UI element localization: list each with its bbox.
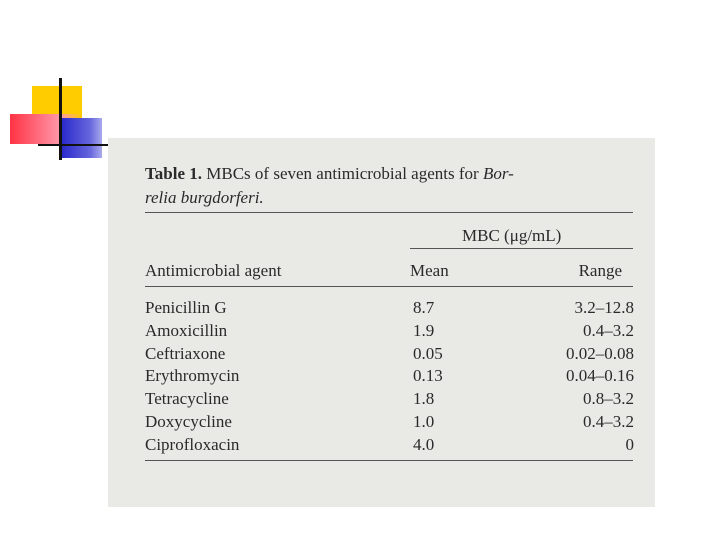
deco-vline bbox=[59, 78, 62, 160]
rule bbox=[145, 212, 633, 213]
rule bbox=[145, 286, 633, 287]
title-italic: relia burgdorferi. bbox=[145, 188, 264, 207]
title-text: MBCs of seven antimicrobial agents for bbox=[206, 164, 479, 183]
deco-blue bbox=[62, 118, 102, 158]
rule bbox=[145, 460, 633, 461]
col-header: Range bbox=[578, 261, 622, 280]
table-cell: Erythromycin bbox=[145, 366, 240, 386]
table-cell: Doxycycline bbox=[145, 412, 232, 431]
col-header: Antimicrobial agent bbox=[145, 261, 282, 280]
table-cell: 3.2–12.8 bbox=[574, 298, 635, 317]
table-cell: Amoxicillin bbox=[145, 320, 228, 340]
rule bbox=[410, 248, 633, 249]
col-header: Mean bbox=[410, 261, 449, 280]
table-cell: 8.7 bbox=[413, 298, 435, 317]
table-cell: Penicillin G bbox=[145, 298, 227, 317]
table-cell: Tetracycline bbox=[145, 389, 229, 409]
table-cell: 1.9 bbox=[413, 320, 435, 340]
table-cell: 0.02–0.08 bbox=[566, 343, 634, 363]
deco-hline bbox=[38, 144, 108, 146]
table-title: Table 1. MBCs of seven antimicrobial age… bbox=[145, 164, 514, 184]
table-cell: 1.8 bbox=[413, 389, 435, 409]
table-cell: 0.8–3.2 bbox=[583, 389, 634, 409]
title-line2: relia burgdorferi. bbox=[145, 188, 264, 208]
table-cell: 0 bbox=[625, 434, 635, 454]
table-cell: 0.4–3.2 bbox=[583, 412, 634, 431]
table-cell: 1.0 bbox=[413, 412, 435, 431]
table-cell: 4.0 bbox=[413, 434, 435, 454]
table-label: Table 1. bbox=[145, 164, 203, 183]
table-cell: 0.13 bbox=[413, 366, 443, 386]
table-cell: 0.4–3.2 bbox=[583, 320, 634, 340]
table-cell: 0.04–0.16 bbox=[566, 366, 634, 386]
table-cell: Ciprofloxacin bbox=[145, 434, 240, 454]
table-cell: Ceftriaxone bbox=[145, 343, 226, 363]
scanned-table bbox=[108, 138, 655, 507]
group-header: MBC (μg/mL) bbox=[462, 226, 562, 245]
title-italic: Bor- bbox=[482, 164, 514, 183]
table-cell: 0.05 bbox=[413, 343, 443, 363]
